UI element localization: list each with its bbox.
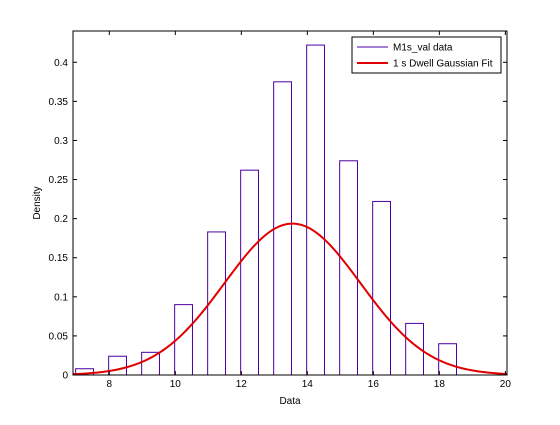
axes-background: [73, 31, 507, 375]
legend-fit-label: 1 s Dwell Gaussian Fit: [393, 59, 493, 70]
x-tick-label: 16: [368, 379, 380, 390]
x-axis-label: Data: [279, 396, 301, 407]
y-tick-label: 0.05: [49, 331, 69, 342]
y-tick-label: 0.35: [49, 97, 69, 108]
y-tick-label: 0: [62, 371, 68, 382]
y-tick-label: 0.1: [54, 292, 68, 303]
axes-frame: [72, 30, 508, 376]
legend: M1s_val data 1 s Dwell Gaussian Fit: [351, 36, 502, 74]
x-axis-ticks: 8 10 12 14 16 18 20: [107, 31, 512, 390]
legend-box: [351, 36, 502, 74]
y-axis-label: Density: [32, 186, 43, 219]
y-tick-label: 0.25: [49, 175, 69, 186]
y-axis-ticks: 0 0.05 0.1 0.15 0.2 0.25 0.3 0.35 0.4: [49, 58, 507, 382]
y-tick-label: 0.3: [54, 136, 68, 147]
y-tick-label: 0.4: [54, 58, 68, 69]
x-tick-label: 14: [302, 379, 314, 390]
x-tick-label: 10: [170, 379, 182, 390]
x-tick-label: 18: [434, 379, 446, 390]
y-tick-label: 0.15: [49, 253, 69, 264]
y-tick-label: 0.2: [54, 214, 68, 225]
x-tick-label: 20: [500, 379, 512, 390]
x-tick-label: 8: [107, 379, 113, 390]
gaussian-fit-line: [72, 222, 508, 376]
x-tick-label: 12: [236, 379, 248, 390]
legend-histogram-label: M1s_val data: [393, 43, 453, 54]
